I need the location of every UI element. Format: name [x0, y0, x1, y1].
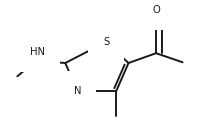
Text: N: N [74, 86, 81, 96]
Text: O: O [152, 5, 160, 15]
Text: HN: HN [30, 47, 45, 57]
Text: S: S [103, 37, 109, 47]
